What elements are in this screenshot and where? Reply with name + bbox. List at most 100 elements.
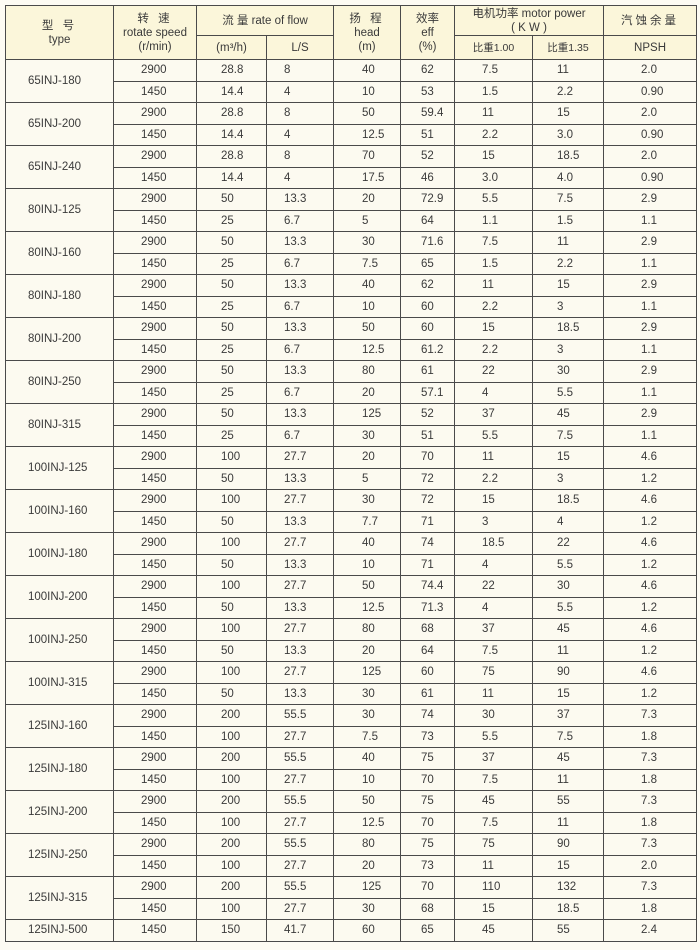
table-row: 80INJ-180 2900 50 13.3 40 62 11 15 2.9	[5, 274, 698, 318]
cell-npsh: 2.9	[603, 403, 698, 426]
cell-head: 50	[333, 317, 402, 340]
cell-flow-m3h: 50	[196, 188, 267, 211]
cell-eff: 61	[400, 682, 456, 705]
cell-power-100: 11	[454, 682, 534, 705]
cell-npsh: 0.90	[603, 166, 698, 189]
table-row: 80INJ-160 2900 50 13.3 30 71.6 7.5 11 2.9	[5, 231, 698, 275]
cell-flow-m3h: 50	[196, 317, 267, 340]
cell-flow-m3h: 50	[196, 231, 267, 254]
cell-type: 100INJ-180	[5, 532, 114, 576]
cell-flow-ls: 8	[265, 59, 335, 82]
cell-power-135: 18.5	[532, 897, 605, 920]
cell-power-135: 15	[532, 854, 605, 877]
cell-flow-m3h: 28.8	[196, 59, 267, 82]
cell-flow-m3h: 100	[196, 725, 267, 748]
cell-speed: 2900	[113, 188, 197, 211]
cell-head: 70	[333, 145, 402, 168]
cell-type: 125INJ-160	[5, 704, 114, 748]
cell-power-135: 15	[532, 682, 605, 705]
cell-flow-ls: 27.7	[265, 897, 335, 920]
cell-power-100: 4	[454, 596, 534, 619]
cell-head: 7.7	[333, 510, 402, 533]
cell-flow-ls: 6.7	[265, 295, 335, 318]
cell-power-100: 2.2	[454, 123, 534, 146]
cell-npsh: 2.0	[603, 145, 698, 168]
cell-power-100: 7.5	[454, 768, 534, 791]
cell-flow-m3h: 100	[196, 854, 267, 877]
cell-head: 17.5	[333, 166, 402, 189]
cell-power-135: 90	[532, 833, 605, 856]
table-row: 1450 50 13.3 10 71 4 5.5 1.2	[6, 553, 698, 576]
cell-power-100: 15	[454, 897, 534, 920]
table-row: 125INJ-160 2900 200 55.5 30 74 30 37 7.3	[5, 704, 698, 748]
cell-power-135: 18.5	[532, 317, 605, 340]
cell-flow-ls: 4	[265, 166, 335, 189]
cell-flow-ls: 8	[265, 102, 335, 125]
table-row: 100INJ-200 2900 100 27.7 50 74.4 22 30 4.6	[5, 575, 698, 619]
cell-speed: 1450	[113, 209, 197, 232]
cell-speed: 2900	[113, 145, 197, 168]
cell-power-135: 11	[532, 811, 605, 834]
cell-eff: 73	[400, 854, 456, 877]
cell-head: 5	[333, 467, 402, 490]
cell-eff: 61.2	[400, 338, 456, 361]
table-row: 80INJ-125 2900 50 13.3 20 72.9 5.5 7.5 2.9	[5, 188, 698, 232]
cell-speed: 1450	[113, 381, 197, 404]
cell-npsh: 7.3	[603, 790, 698, 813]
cell-flow-m3h: 50	[196, 403, 267, 426]
cell-eff: 64	[400, 209, 456, 232]
cell-eff: 75	[400, 790, 456, 813]
cell-eff: 51	[400, 424, 456, 447]
cell-type: 125INJ-500	[5, 919, 114, 942]
cell-power-135: 15	[532, 446, 605, 469]
cell-power-100: 11	[454, 274, 534, 297]
cell-flow-m3h: 50	[196, 510, 267, 533]
cell-flow-m3h: 25	[196, 424, 267, 447]
cell-type: 125INJ-250	[5, 833, 114, 877]
header-power-100: 比重1.00	[454, 35, 534, 60]
cell-power-135: 55	[532, 790, 605, 813]
cell-type: 100INJ-315	[5, 661, 114, 705]
cell-type: 65INJ-200	[5, 102, 114, 146]
cell-npsh: 7.3	[603, 876, 698, 899]
cell-type: 80INJ-315	[5, 403, 114, 447]
cell-eff: 73	[400, 725, 456, 748]
cell-flow-m3h: 50	[196, 360, 267, 383]
cell-power-100: 1.5	[454, 252, 534, 275]
cell-power-100: 2.2	[454, 295, 534, 318]
cell-speed: 2900	[113, 489, 197, 512]
cell-flow-m3h: 14.4	[196, 80, 267, 103]
cell-power-100: 7.5	[454, 811, 534, 834]
cell-flow-ls: 27.7	[265, 618, 335, 641]
cell-power-100: 1.1	[454, 209, 534, 232]
cell-speed: 2900	[113, 102, 197, 125]
cell-power-135: 11	[532, 639, 605, 662]
cell-type: 125INJ-200	[5, 790, 114, 834]
cell-speed: 2900	[113, 833, 197, 856]
cell-speed: 2900	[113, 575, 197, 598]
cell-head: 10	[333, 295, 402, 318]
cell-power-100: 7.5	[454, 59, 534, 82]
cell-power-100: 7.5	[454, 639, 534, 662]
cell-eff: 57.1	[400, 381, 456, 404]
cell-flow-ls: 27.7	[265, 725, 335, 748]
cell-flow-ls: 13.3	[265, 553, 335, 576]
cell-flow-m3h: 50	[196, 467, 267, 490]
table-row: 125INJ-500 1450 150 41.7 60 65 45 55 2.4	[5, 919, 698, 942]
cell-speed: 1450	[113, 166, 197, 189]
cell-speed: 1450	[113, 295, 197, 318]
cell-head: 80	[333, 360, 402, 383]
cell-speed: 1450	[113, 919, 197, 942]
cell-type: 100INJ-125	[5, 446, 114, 490]
header-speed: 转 速 rotate speed (r/min)	[113, 5, 197, 60]
cell-power-100: 110	[454, 876, 534, 899]
table-row: 1450 14.4 4 10 53 1.5 2.2 0.90	[6, 80, 698, 103]
cell-power-100: 3.0	[454, 166, 534, 189]
cell-npsh: 1.8	[603, 725, 698, 748]
cell-eff: 65	[400, 252, 456, 275]
cell-flow-ls: 8	[265, 145, 335, 168]
cell-power-135: 132	[532, 876, 605, 899]
table-row: 100INJ-315 2900 100 27.7 125 60 75 90 4.6	[5, 661, 698, 705]
cell-flow-ls: 13.3	[265, 360, 335, 383]
cell-npsh: 2.9	[603, 231, 698, 254]
